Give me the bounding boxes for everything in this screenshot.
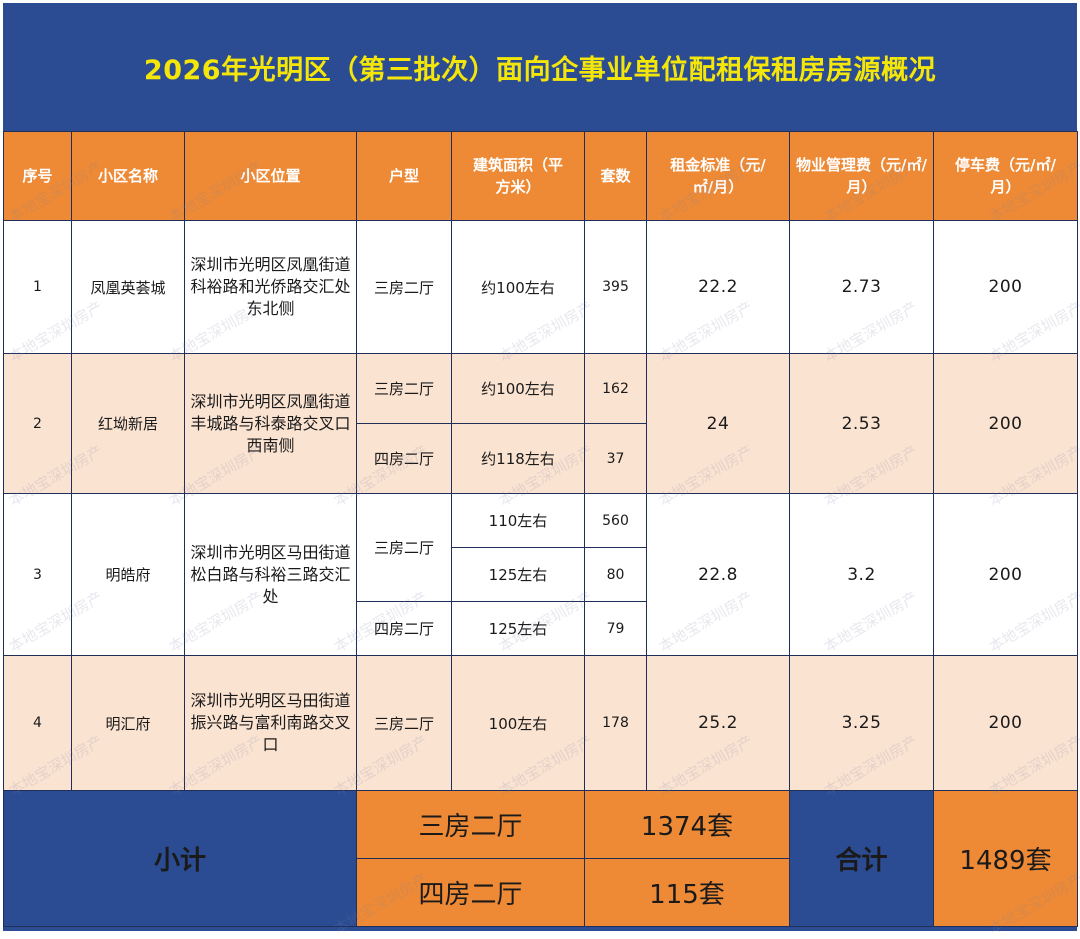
subtotal-count: 115套	[584, 858, 790, 927]
total-value: 1489套	[933, 790, 1078, 927]
row-name: 明汇府	[71, 655, 185, 791]
row-mgmt: 3.25	[789, 655, 934, 791]
row-type: 四房二厅	[356, 601, 452, 656]
table-row: 3 明皓府 深圳市光明区马田街道松白路与科裕三路交汇处 三房二厅 110左右 5…	[3, 493, 1078, 656]
row-location: 深圳市光明区凤凰街道科裕路和光侨路交汇处东北侧	[184, 220, 357, 354]
row-count: 79	[584, 601, 647, 656]
row-name: 凤凰英荟城	[71, 220, 185, 354]
header-name: 小区名称	[71, 131, 185, 221]
row-location: 深圳市光明区凤凰街道丰城路与科泰路交叉口西南侧	[184, 353, 357, 494]
row-name: 红坳新居	[71, 353, 185, 494]
summary-row: 小计 三房二厅 1374套 合计 1489套	[3, 790, 1078, 927]
table-subrow: 四房二厅 125左右 79	[4, 601, 1078, 656]
row-area: 约118左右	[451, 423, 585, 494]
row-area: 100左右	[451, 655, 585, 791]
subtotal-label: 小计	[3, 790, 357, 927]
row-type: 三房二厅	[356, 493, 452, 602]
subtotal-type: 四房二厅	[356, 858, 585, 927]
document-page: 2026年光明区（第三批次）面向企事业单位配租保租房房源概况 序号 小区名称 小…	[3, 3, 1080, 938]
header-type: 户型	[356, 131, 452, 221]
row-mgmt: 2.53	[789, 353, 934, 494]
row-count: 37	[584, 423, 647, 494]
header-rent: 租金标准（元/㎡/月）	[646, 131, 790, 221]
row-count: 560	[584, 493, 647, 548]
summary-row: 四房二厅 115套	[4, 858, 1078, 927]
row-rent: 22.2	[646, 220, 790, 354]
row-mgmt: 2.73	[789, 220, 934, 354]
header-location: 小区位置	[184, 131, 357, 221]
header-seq: 序号	[3, 131, 72, 221]
row-mgmt: 3.2	[789, 493, 934, 656]
row-seq: 4	[3, 655, 72, 791]
row-area: 125左右	[451, 601, 585, 656]
row-name: 明皓府	[71, 493, 185, 656]
table-subrow: 125左右 80	[4, 547, 1078, 602]
row-seq: 1	[3, 220, 72, 354]
header-area: 建筑面积（平方米）	[451, 131, 585, 221]
row-count: 80	[584, 547, 647, 602]
row-type: 三房二厅	[356, 220, 452, 354]
row-rent: 24	[646, 353, 790, 494]
row-seq: 2	[3, 353, 72, 494]
row-location: 深圳市光明区马田街道振兴路与富利南路交叉口	[184, 655, 357, 791]
title-bar: 2026年光明区（第三批次）面向企事业单位配租保租房房源概况	[3, 3, 1077, 131]
subtotal-type: 三房二厅	[356, 790, 585, 859]
row-count: 162	[584, 353, 647, 424]
row-count: 395	[584, 220, 647, 354]
row-parking: 200	[933, 655, 1078, 791]
table-row: 1 凤凰英荟城 深圳市光明区凤凰街道科裕路和光侨路交汇处东北侧 三房二厅 约10…	[3, 220, 1078, 354]
page-title: 2026年光明区（第三批次）面向企事业单位配租保租房房源概况	[143, 54, 937, 86]
row-rent: 22.8	[646, 493, 790, 656]
row-count: 178	[584, 655, 647, 791]
row-rent: 25.2	[646, 655, 790, 791]
row-parking: 200	[933, 220, 1078, 354]
housing-table: 序号 小区名称 小区位置 户型 建筑面积（平方米） 套数 租金标准（元/㎡/月）…	[3, 131, 1078, 927]
total-label: 合计	[789, 790, 934, 927]
row-type: 四房二厅	[356, 423, 452, 494]
row-seq: 3	[3, 493, 72, 656]
row-area: 110左右	[451, 493, 585, 548]
row-parking: 200	[933, 353, 1078, 494]
header-mgmt: 物业管理费（元/㎡/月）	[789, 131, 934, 221]
row-parking: 200	[933, 493, 1078, 656]
row-type: 三房二厅	[356, 655, 452, 791]
row-area: 约100左右	[451, 353, 585, 424]
subtotal-count: 1374套	[584, 790, 790, 859]
row-area: 约100左右	[451, 220, 585, 354]
table-row: 2 红坳新居 深圳市光明区凤凰街道丰城路与科泰路交叉口西南侧 三房二厅 约100…	[3, 353, 1078, 494]
table-subrow: 四房二厅 约118左右 37	[4, 423, 1078, 494]
table-row: 4 明汇府 深圳市光明区马田街道振兴路与富利南路交叉口 三房二厅 100左右 1…	[3, 655, 1078, 791]
header-row: 序号 小区名称 小区位置 户型 建筑面积（平方米） 套数 租金标准（元/㎡/月）…	[3, 131, 1078, 221]
row-area: 125左右	[451, 547, 585, 602]
row-type: 三房二厅	[356, 353, 452, 424]
header-count: 套数	[584, 131, 647, 221]
row-location: 深圳市光明区马田街道松白路与科裕三路交汇处	[184, 493, 357, 656]
header-parking: 停车费（元/㎡/月）	[933, 131, 1078, 221]
